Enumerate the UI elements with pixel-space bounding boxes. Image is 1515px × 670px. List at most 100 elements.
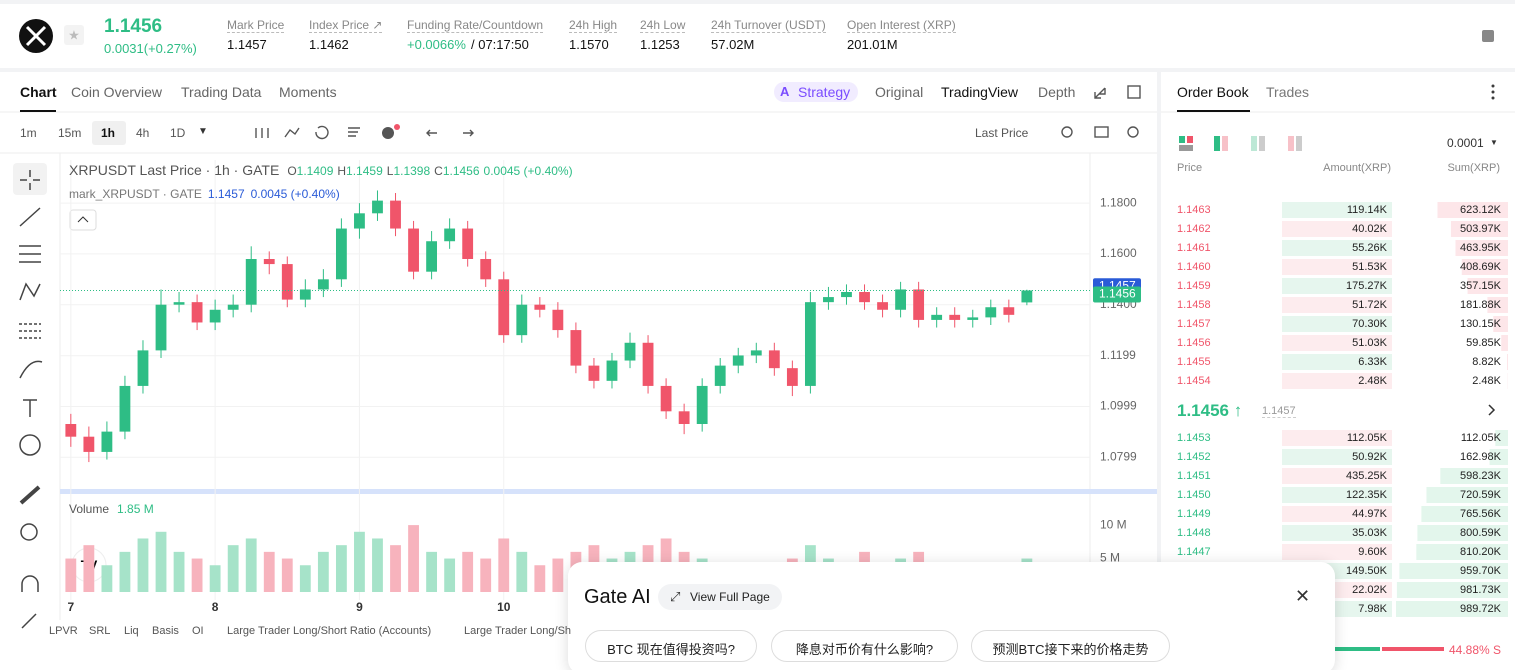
- ob-view-icon[interactable]: [1179, 145, 1193, 151]
- search-icon[interactable]: [1061, 126, 1073, 138]
- strategy-pill[interactable]: [774, 82, 858, 102]
- volume-bar: [101, 565, 113, 592]
- volume-bar: [552, 558, 564, 592]
- indicator[interactable]: Liq: [124, 625, 139, 637]
- dropdown[interactable]: ▼: [198, 126, 208, 137]
- ob-amount: 6.33K: [1358, 356, 1387, 368]
- stat-label[interactable]: Open Interest (XRP): [847, 18, 956, 33]
- fullscreen-icon[interactable]: [1094, 87, 1106, 99]
- settings-icon[interactable]: [1127, 126, 1139, 138]
- stat-label[interactable]: 24h Low: [640, 18, 686, 33]
- candle-body: [227, 304, 239, 310]
- draw-lock[interactable]: [21, 613, 37, 629]
- tab[interactable]: Trading Data: [181, 84, 262, 100]
- star-btn[interactable]: [64, 25, 84, 45]
- ruler-tool[interactable]: [19, 485, 41, 505]
- timeframe[interactable]: 1h: [101, 126, 116, 140]
- amount-bg: [1282, 335, 1392, 351]
- tab[interactable]: Depth: [1038, 84, 1076, 100]
- indicator[interactable]: Large Trader Long/Short Ratio (Accounts): [227, 625, 432, 637]
- ob-amount: 22.02K: [1352, 584, 1388, 596]
- stat-label[interactable]: Index Price ↗: [309, 18, 383, 33]
- stat-value: 201.01M: [847, 37, 898, 52]
- popup-btn[interactable]: [658, 584, 782, 610]
- timeframe[interactable]: 1D: [170, 126, 186, 140]
- line-tool[interactable]: [19, 207, 41, 227]
- stat-label[interactable]: 24h Turnover (USDT): [711, 18, 826, 33]
- candle-body: [462, 228, 474, 259]
- indicator-add[interactable]: [382, 127, 394, 139]
- ob-tab[interactable]: Order Book: [1177, 84, 1249, 100]
- ob-tab[interactable]: Trades: [1266, 84, 1310, 100]
- tool-active[interactable]: [13, 163, 47, 195]
- question-text: BTC 现在值得投资吗?: [607, 642, 735, 657]
- candle-body: [552, 309, 564, 331]
- ob-view-icon[interactable]: [1288, 136, 1294, 151]
- timeframe[interactable]: 1m: [20, 126, 37, 140]
- ob-view-icon[interactable]: [1222, 136, 1228, 151]
- timeframe[interactable]: 4h: [136, 126, 150, 140]
- star: ★: [68, 27, 80, 42]
- stat-label[interactable]: 24h High: [569, 18, 618, 33]
- channel-tool[interactable]: [19, 245, 41, 263]
- candle-body: [804, 302, 816, 386]
- toolbar-icons[interactable]: [255, 125, 474, 140]
- collapse-btn[interactable]: [69, 209, 97, 231]
- pattern-tool[interactable]: [19, 282, 41, 301]
- candle-body: [1003, 307, 1015, 315]
- tab[interactable]: Original: [875, 84, 924, 100]
- tab[interactable]: TradingView: [941, 84, 1019, 100]
- indicator[interactable]: LPVR: [49, 625, 78, 637]
- indicator[interactable]: Basis: [152, 625, 179, 637]
- volume-bar: [335, 545, 347, 592]
- camera-icon[interactable]: [1094, 126, 1109, 138]
- pane-divider[interactable]: [60, 489, 1157, 494]
- question-pill[interactable]: 降息对币价有什么影响?: [771, 630, 958, 662]
- tab[interactable]: Moments: [279, 84, 337, 100]
- price-type[interactable]: Last Price: [975, 126, 1029, 140]
- candle-body: [480, 259, 492, 280]
- emoji-tool[interactable]: [19, 434, 41, 456]
- candle-body: [209, 309, 221, 323]
- indicator[interactable]: OI: [192, 625, 204, 637]
- ob-view-icon[interactable]: [1214, 136, 1220, 151]
- question-pill[interactable]: BTC 现在值得投资吗?: [585, 630, 757, 662]
- volume-bar: [444, 558, 456, 592]
- amount-bg: [1282, 430, 1392, 446]
- window-icon[interactable]: [1127, 85, 1141, 99]
- indicator[interactable]: Large Trader Long/Sh: [464, 625, 572, 637]
- brush-tool[interactable]: [19, 360, 43, 379]
- mid-arrow[interactable]: [1488, 404, 1496, 416]
- zoom-tool[interactable]: [20, 523, 38, 541]
- ob-view-icon[interactable]: [1251, 136, 1257, 151]
- layout-icon[interactable]: [1482, 30, 1494, 42]
- ob-sum: 8.82K: [1472, 356, 1501, 368]
- candle-body: [732, 355, 744, 366]
- ob-amount: 70.30K: [1352, 318, 1388, 330]
- precision[interactable]: 0.0001: [1447, 136, 1484, 150]
- popup-close[interactable]: ✕: [1295, 586, 1311, 606]
- ob-sum: 989.72K: [1460, 603, 1502, 615]
- menu-dot[interactable]: [1491, 84, 1495, 88]
- ob-view-icon[interactable]: [1179, 136, 1185, 143]
- stat-value: 1.1570: [569, 37, 609, 52]
- mark-name: mark_XRPUSDT · GATE: [69, 187, 202, 201]
- legend-value: 1.1409: [296, 164, 334, 178]
- text-tool[interactable]: [23, 399, 37, 417]
- fib-tool[interactable]: [19, 323, 41, 339]
- timeframe[interactable]: 15m: [58, 126, 82, 140]
- question-pill[interactable]: 预测BTC接下来的价格走势: [971, 630, 1170, 662]
- ob-view-icon[interactable]: [1296, 136, 1302, 151]
- ob-view-icon[interactable]: [1259, 136, 1265, 151]
- tab[interactable]: Chart: [20, 84, 57, 100]
- indicator[interactable]: SRL: [89, 625, 111, 637]
- tab[interactable]: Coin Overview: [71, 84, 163, 100]
- stat-label[interactable]: Funding Rate/Countdown: [407, 18, 544, 33]
- magnet-tool[interactable]: [21, 575, 39, 592]
- crosshair-tool[interactable]: [20, 170, 40, 190]
- stat-label[interactable]: Mark Price: [227, 18, 285, 33]
- volume-bar: [227, 545, 239, 592]
- tab[interactable]: Strategy: [798, 84, 851, 100]
- ob-view-icon[interactable]: [1187, 136, 1193, 143]
